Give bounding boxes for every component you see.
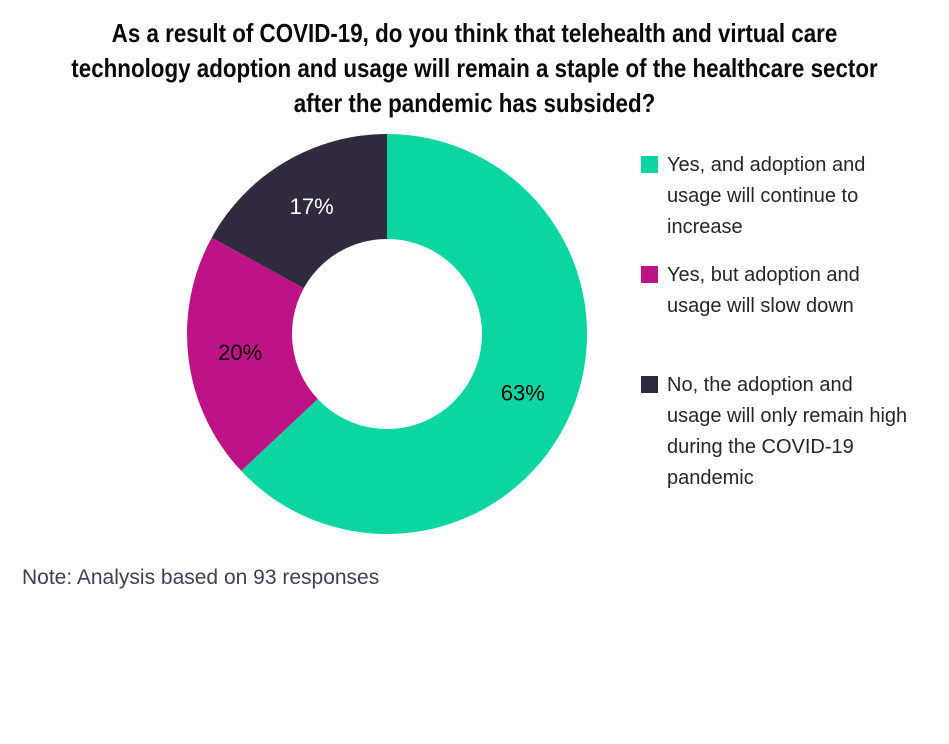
legend-label-yes-slow-down: Yes, but adoption and usage will slow do…	[667, 264, 860, 317]
legend-item-no-covid-only: No, the adoption and usage will only rem…	[640, 370, 945, 494]
chart-title-line-1: As a result of COVID-19, do you think th…	[111, 18, 838, 48]
legend-swatch-yes-increase	[641, 156, 658, 173]
donut-chart: 63% 20% 17%	[187, 134, 588, 534]
chart-title-line-3: after the pandemic has subsided?	[293, 88, 656, 118]
legend-item-yes-increase: Yes, and adoption and usage will continu…	[640, 150, 945, 243]
donut-data-label-1: 20%	[218, 340, 262, 365]
chart-title-line-2: technology adoption and usage will remai…	[71, 53, 878, 83]
donut-slice-1	[187, 237, 318, 471]
donut-data-label-2: 17%	[290, 194, 334, 219]
legend-swatch-yes-slow-down	[641, 266, 658, 283]
legend-label-yes-increase: Yes, and adoption and usage will continu…	[667, 154, 866, 238]
chart-title: As a result of COVID-19, do you think th…	[0, 16, 949, 121]
donut-slice-0	[241, 134, 588, 534]
legend-swatch-no-covid-only	[641, 376, 658, 393]
legend-label-no-covid-only: No, the adoption and usage will only rem…	[667, 374, 908, 489]
donut-slice-2	[211, 134, 387, 289]
legend-item-yes-slow-down: Yes, but adoption and usage will slow do…	[640, 260, 945, 322]
donut-data-label-0: 63%	[501, 380, 545, 405]
chart-note: Note: Analysis based on 93 responses	[22, 566, 380, 589]
